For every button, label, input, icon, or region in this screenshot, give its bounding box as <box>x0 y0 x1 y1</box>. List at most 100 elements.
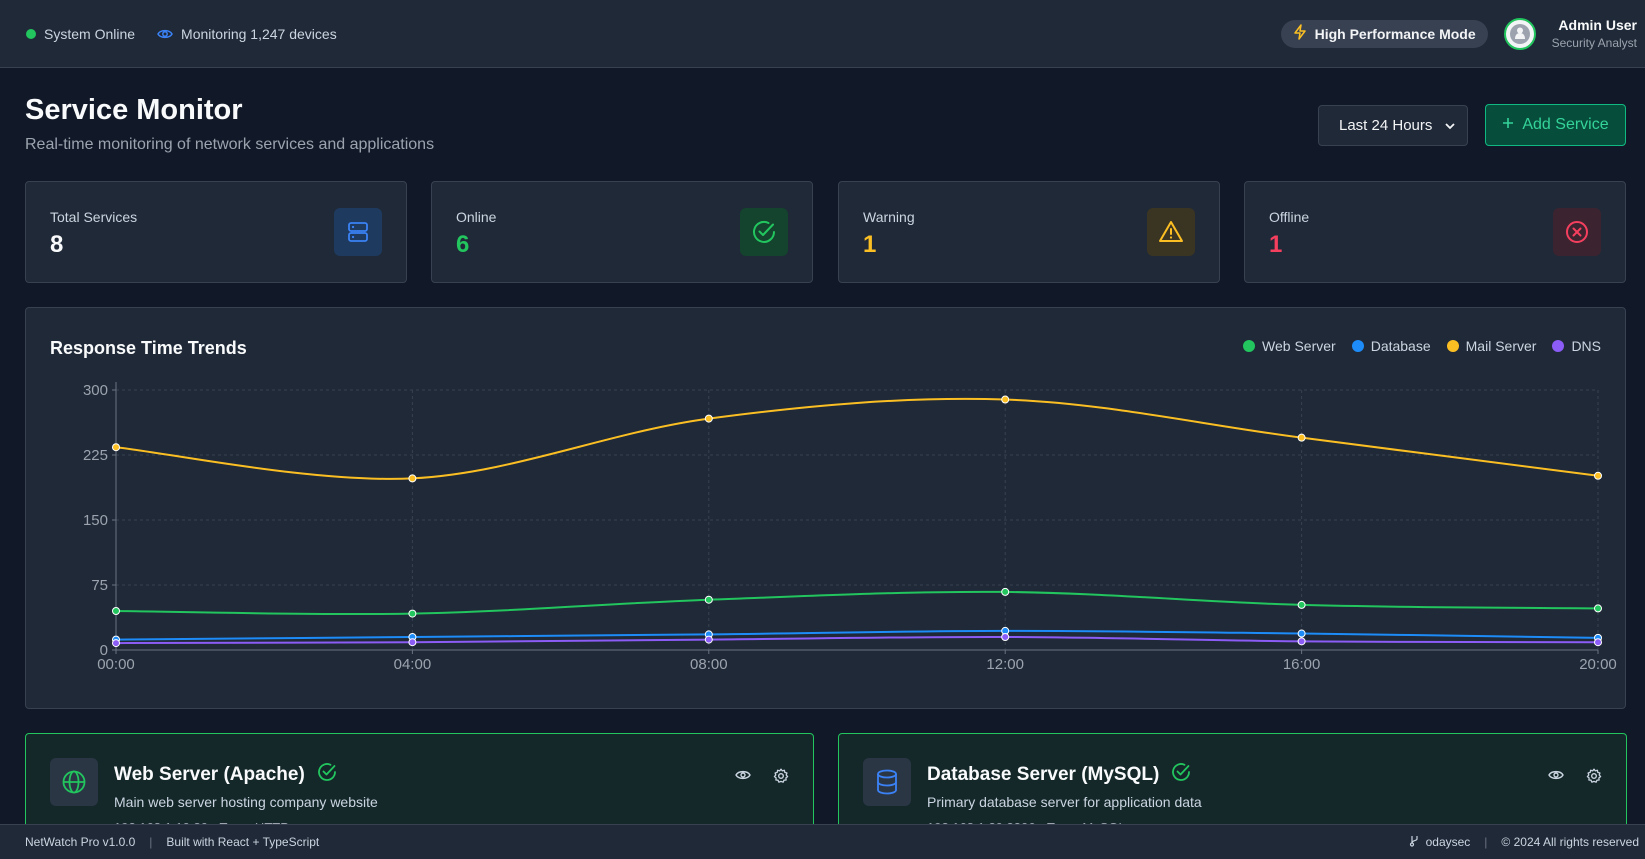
user-role: Security Analyst <box>1551 36 1637 50</box>
data-point <box>408 474 417 483</box>
footer-version: NetWatch Pro v1.0.0 <box>25 835 136 849</box>
footer-author-link[interactable]: odaysec <box>1409 835 1471 850</box>
legend-label: Database <box>1370 338 1431 354</box>
online-dot-icon <box>26 28 36 39</box>
time-range-select[interactable]: Last 24 Hours <box>1318 105 1468 146</box>
data-point <box>704 595 713 604</box>
footer-author: odaysec <box>1425 835 1471 849</box>
legend-dot-icon <box>1446 340 1459 352</box>
footer-separator: | <box>149 835 153 849</box>
footer-left: NetWatch Pro v1.0.0 | Built with React +… <box>25 835 319 849</box>
view-eye-icon[interactable] <box>1548 768 1564 789</box>
service-actions <box>1548 768 1602 789</box>
legend-dot-icon <box>1552 340 1565 352</box>
service-actions <box>735 768 789 789</box>
legend-item[interactable]: DNS <box>1552 338 1601 354</box>
y-tick-label: 0 <box>100 642 108 659</box>
stat-card-total: Total Services 8 <box>25 181 407 283</box>
y-tick-label: 75 <box>91 577 108 594</box>
top-bar: System Online Monitoring 1,247 devices H… <box>0 0 1645 68</box>
data-point <box>704 414 713 423</box>
check-circle-icon <box>1171 762 1191 788</box>
data-point <box>1594 471 1602 480</box>
legend-label: Mail Server <box>1465 338 1537 354</box>
globe-icon <box>50 758 98 806</box>
stat-card-offline: Offline 1 <box>1244 181 1626 283</box>
check-circle-icon <box>317 762 337 788</box>
github-icon <box>1409 835 1420 850</box>
user-info: Admin User Security Analyst <box>1552 17 1637 50</box>
x-tick-label: 00:00 <box>97 656 135 673</box>
series-line <box>115 397 1599 480</box>
plus-icon <box>1502 116 1514 134</box>
warning-triangle-icon <box>1147 208 1195 256</box>
legend-label: DNS <box>1571 338 1601 354</box>
legend-dot-icon <box>1243 340 1256 352</box>
footer-separator: | <box>1484 835 1488 849</box>
add-service-button[interactable]: Add Service <box>1485 104 1626 146</box>
x-tick-label: 12:00 <box>986 656 1024 673</box>
page-title: Service Monitor <box>25 94 243 126</box>
settings-gear-icon[interactable] <box>773 768 789 789</box>
legend-dot-icon <box>1351 340 1364 352</box>
performance-mode-badge[interactable]: High Performance Mode <box>1280 19 1488 48</box>
chart-title: Response Time Trends <box>50 338 247 358</box>
data-point <box>1001 395 1010 404</box>
stat-label: Total Services <box>50 209 138 225</box>
legend-item[interactable]: Web Server <box>1243 338 1336 354</box>
eye-icon <box>157 28 173 40</box>
x-tick-label: 20:00 <box>1579 656 1617 673</box>
service-name-label: Database Server (MySQL) <box>927 764 1160 785</box>
page-subtitle: Real-time monitoring of network services… <box>25 136 435 153</box>
series-line <box>115 635 1599 645</box>
settings-gear-icon[interactable] <box>1586 768 1602 789</box>
footer: NetWatch Pro v1.0.0 | Built with React +… <box>0 824 1645 859</box>
time-range-value: Last 24 Hours <box>1339 117 1433 134</box>
system-status-label: System Online <box>44 25 136 42</box>
server-icon <box>334 208 382 256</box>
legend-item[interactable]: Mail Server <box>1446 338 1537 354</box>
y-tick-label: 225 <box>83 447 108 464</box>
user-name: Admin User <box>1558 17 1637 33</box>
monitoring-label: Monitoring 1,247 devices <box>181 25 337 42</box>
data-point <box>408 638 417 647</box>
service-description: Primary database server for application … <box>927 794 1202 810</box>
data-point <box>1001 633 1010 641</box>
system-status: System Online <box>26 26 135 42</box>
line-chart: 0 75 150 225 300 00:00 04:00 08:00 12:00 16:00 20:… <box>83 382 1617 673</box>
lightning-icon <box>1293 24 1307 43</box>
stat-label: Warning <box>863 209 915 225</box>
stat-value: 8 <box>50 231 64 258</box>
stat-value: 1 <box>1269 231 1283 258</box>
top-right: High Performance Mode Admin User Securit… <box>1280 17 1637 50</box>
chart-legend: Web Server Database Mail Server DNS <box>1243 338 1601 354</box>
data-point <box>1594 604 1602 613</box>
service-name-label: Web Server (Apache) <box>114 764 305 785</box>
footer-right: odaysec | © 2024 All rights reserved <box>1409 835 1639 850</box>
y-tick-label: 150 <box>83 512 108 529</box>
series-line <box>115 590 1599 616</box>
service-name: Web Server (Apache) <box>114 762 337 788</box>
x-tick-label: 04:00 <box>394 656 432 673</box>
add-service-label: Add Service <box>1522 116 1609 133</box>
data-point <box>1297 637 1306 646</box>
stat-card-warning: Warning 1 <box>838 181 1220 283</box>
data-point <box>1297 629 1306 638</box>
data-point <box>1297 600 1306 609</box>
legend-item[interactable]: Database <box>1351 338 1431 354</box>
data-point <box>1297 433 1306 442</box>
check-circle-icon <box>740 208 788 256</box>
data-point <box>112 607 120 615</box>
legend-label: Web Server <box>1262 338 1336 354</box>
avatar[interactable] <box>1503 17 1536 50</box>
data-point <box>408 609 417 618</box>
github-icon <box>1509 23 1530 44</box>
x-tick-label: 08:00 <box>690 656 728 673</box>
response-time-chart: Response Time Trends Web Server Database… <box>25 307 1626 709</box>
service-name: Database Server (MySQL) <box>927 762 1191 788</box>
monitoring-status: Monitoring 1,247 devices <box>157 26 337 42</box>
database-icon <box>863 758 911 806</box>
status-group: System Online Monitoring 1,247 devices <box>26 26 337 42</box>
view-eye-icon[interactable] <box>735 768 751 789</box>
stat-value: 6 <box>456 231 470 258</box>
